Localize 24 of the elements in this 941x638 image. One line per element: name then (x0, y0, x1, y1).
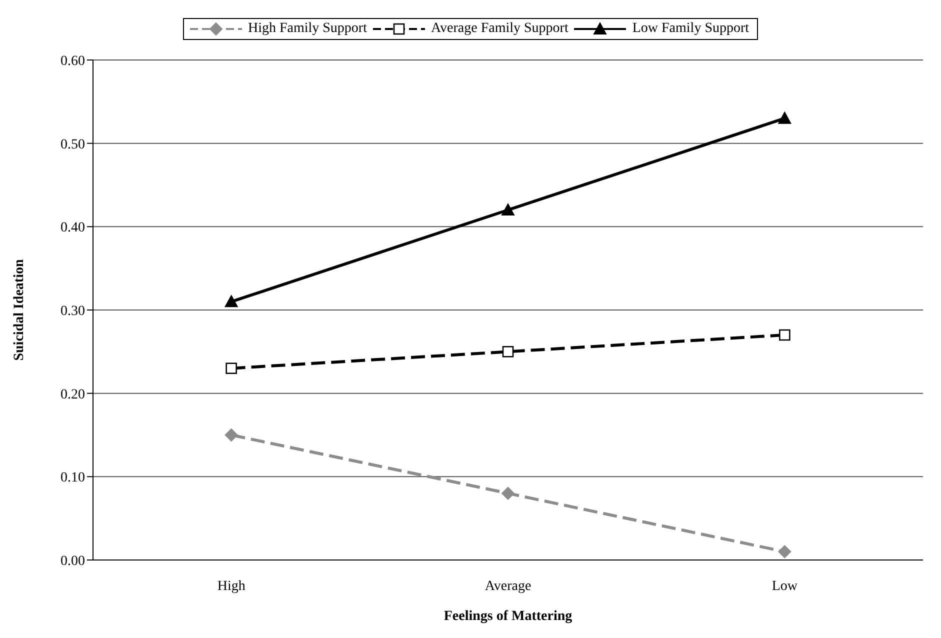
y-tick-label: 0.40 (60, 220, 85, 236)
legend-label: Average Family Support (430, 21, 568, 37)
legend-label: Low Family Support (632, 21, 750, 37)
point (778, 112, 792, 124)
x-tick-label: High (217, 578, 246, 594)
y-tick-label: 0.00 (60, 554, 85, 569)
y-tick-label: 0.20 (60, 387, 85, 402)
point (224, 428, 238, 442)
point (226, 362, 237, 374)
y-axis-title: Suicidal Ideation (12, 259, 27, 361)
y-tick-label: 0.30 (60, 304, 85, 319)
x-tick-label: Low (772, 578, 798, 594)
point (502, 486, 514, 500)
point (502, 346, 514, 358)
x-axis-title: Feelings of Mattering (444, 609, 572, 624)
x-tick-label: Average (484, 578, 532, 594)
point (502, 204, 514, 216)
point (224, 295, 238, 308)
y-tick-label: 0.10 (60, 470, 85, 486)
point (779, 329, 790, 341)
y-tick-label: 0.50 (60, 137, 85, 152)
y-tick-label: 0.60 (60, 54, 85, 69)
legend-label: High Family Support (248, 21, 367, 37)
point (778, 545, 792, 558)
